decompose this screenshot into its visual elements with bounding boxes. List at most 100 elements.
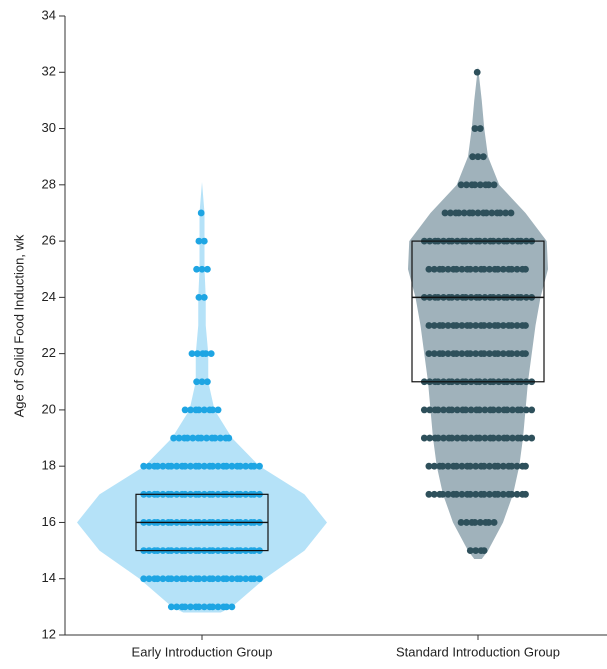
point: [184, 434, 191, 442]
point: [204, 378, 211, 386]
y-axis-label: Age of Solid Food Induction, wk: [11, 234, 26, 417]
point: [430, 462, 438, 470]
y-tick-label: 18: [42, 458, 56, 473]
point: [522, 322, 529, 329]
point: [214, 462, 222, 470]
point: [223, 462, 230, 470]
point: [200, 603, 208, 611]
point: [193, 378, 201, 386]
point: [444, 490, 452, 498]
point: [195, 237, 203, 245]
point: [508, 350, 516, 358]
point: [198, 378, 206, 386]
point: [490, 181, 498, 189]
point: [448, 434, 456, 442]
point: [485, 181, 493, 189]
point: [522, 265, 529, 273]
point: [140, 462, 148, 470]
point: [486, 350, 493, 358]
point: [256, 575, 263, 583]
point: [420, 406, 428, 414]
point: [167, 603, 175, 611]
point: [440, 406, 447, 414]
point: [486, 322, 493, 329]
y-tick-label: 16: [42, 514, 56, 529]
point: [508, 265, 516, 273]
point: [499, 322, 507, 329]
y-tick-label: 12: [42, 626, 56, 641]
point: [513, 490, 521, 498]
point: [508, 322, 516, 329]
point: [200, 293, 208, 301]
point: [214, 603, 222, 611]
point: [480, 462, 488, 470]
point: [439, 490, 447, 498]
point: [466, 350, 474, 358]
point: [425, 490, 433, 498]
point: [494, 490, 502, 498]
point: [474, 153, 482, 161]
point: [513, 350, 521, 358]
point: [455, 209, 463, 217]
point: [499, 462, 507, 470]
point: [420, 434, 428, 442]
point: [499, 490, 507, 498]
point: [195, 603, 203, 611]
point: [439, 322, 447, 329]
point: [486, 490, 493, 498]
point: [508, 490, 516, 498]
point: [476, 406, 483, 414]
point: [453, 350, 460, 358]
point: [197, 209, 205, 217]
point: [140, 575, 148, 583]
point: [480, 547, 488, 554]
point: [173, 575, 181, 583]
point: [195, 293, 203, 301]
point: [195, 406, 203, 414]
point: [472, 547, 480, 554]
point: [476, 434, 483, 442]
point: [167, 462, 175, 470]
x-tick-label: Standard Introduction Group: [396, 644, 560, 659]
point: [467, 406, 475, 414]
point: [488, 209, 496, 217]
point: [211, 434, 219, 442]
point: [453, 322, 460, 329]
point: [467, 434, 475, 442]
point: [242, 575, 250, 583]
y-tick-label: 22: [42, 345, 56, 360]
point: [453, 406, 461, 414]
point: [225, 434, 233, 442]
point: [474, 209, 482, 217]
point: [494, 265, 502, 273]
point: [203, 434, 211, 442]
point: [194, 350, 201, 358]
point: [463, 519, 470, 526]
point: [200, 237, 208, 245]
point: [457, 181, 465, 189]
point: [187, 462, 194, 470]
point: [480, 322, 488, 329]
point: [187, 406, 194, 414]
point: [439, 265, 447, 273]
point: [466, 490, 474, 498]
point: [228, 603, 236, 611]
point: [250, 575, 258, 583]
point: [495, 406, 503, 414]
point: [473, 68, 481, 76]
point: [466, 547, 474, 554]
point: [522, 462, 529, 470]
point: [513, 462, 521, 470]
point: [466, 462, 474, 470]
point: [517, 434, 525, 442]
point: [173, 462, 181, 470]
point: [430, 322, 438, 329]
point: [522, 490, 529, 498]
point: [242, 462, 250, 470]
point: [503, 434, 511, 442]
point: [453, 462, 460, 470]
point: [250, 462, 258, 470]
point: [448, 406, 456, 414]
point: [187, 603, 194, 611]
